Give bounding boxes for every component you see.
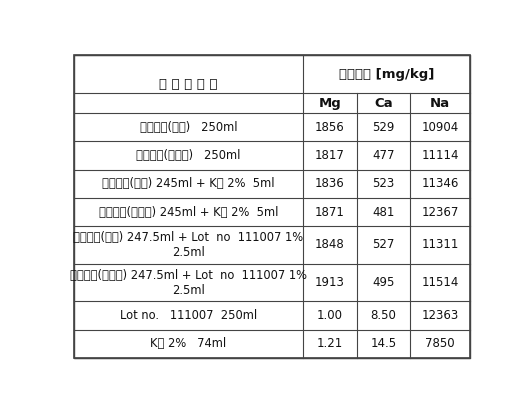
Text: 11311: 11311 xyxy=(421,238,459,252)
Text: 12363: 12363 xyxy=(421,309,459,322)
Text: 495: 495 xyxy=(372,276,395,289)
Text: 1817: 1817 xyxy=(315,149,345,162)
Text: 1913: 1913 xyxy=(315,276,345,289)
Text: 11346: 11346 xyxy=(421,178,459,190)
Text: 11114: 11114 xyxy=(421,149,459,162)
Text: 1871: 1871 xyxy=(315,206,345,218)
Text: Ca: Ca xyxy=(374,97,392,110)
Text: 분석원소 [mg/kg]: 분석원소 [mg/kg] xyxy=(339,67,434,81)
Text: 1848: 1848 xyxy=(315,238,345,252)
Text: Lot no.   111007  250ml: Lot no. 111007 250ml xyxy=(120,309,257,322)
Text: 인공해수(증류수) 247.5ml + Lot  no  111007 1%
2.5ml: 인공해수(증류수) 247.5ml + Lot no 111007 1% 2.5… xyxy=(70,269,307,297)
Text: 7850: 7850 xyxy=(425,337,455,350)
Text: 481: 481 xyxy=(372,206,395,218)
Text: 10904: 10904 xyxy=(421,121,459,134)
Text: 1836: 1836 xyxy=(315,178,345,190)
Text: 523: 523 xyxy=(372,178,395,190)
Text: 인공해수(증류수) 245ml + K사 2%  5ml: 인공해수(증류수) 245ml + K사 2% 5ml xyxy=(99,206,278,218)
Text: 12367: 12367 xyxy=(421,206,459,218)
Text: 분 석 시 료 명: 분 석 시 료 명 xyxy=(159,78,218,91)
Text: 477: 477 xyxy=(372,149,395,162)
Text: 인공해수(담수) 247.5ml + Lot  no  111007 1%
2.5ml: 인공해수(담수) 247.5ml + Lot no 111007 1% 2.5m… xyxy=(73,231,304,259)
Text: Mg: Mg xyxy=(319,97,341,110)
Text: 11514: 11514 xyxy=(421,276,459,289)
Text: 14.5: 14.5 xyxy=(370,337,397,350)
Text: 인공해수(증류수)   250ml: 인공해수(증류수) 250ml xyxy=(136,149,241,162)
Text: 아: 아 xyxy=(216,86,366,328)
Text: K사 2%   74ml: K사 2% 74ml xyxy=(150,337,227,350)
Text: 8.50: 8.50 xyxy=(371,309,396,322)
Text: 인공해수(담수) 245ml + K사 2%  5ml: 인공해수(담수) 245ml + K사 2% 5ml xyxy=(102,178,275,190)
Text: 1.21: 1.21 xyxy=(317,337,343,350)
Text: 1856: 1856 xyxy=(315,121,345,134)
Text: 527: 527 xyxy=(372,238,395,252)
Text: 529: 529 xyxy=(372,121,395,134)
Text: 1.00: 1.00 xyxy=(317,309,343,322)
Text: Na: Na xyxy=(430,97,450,110)
Text: 인공해수(담수)   250ml: 인공해수(담수) 250ml xyxy=(140,121,237,134)
